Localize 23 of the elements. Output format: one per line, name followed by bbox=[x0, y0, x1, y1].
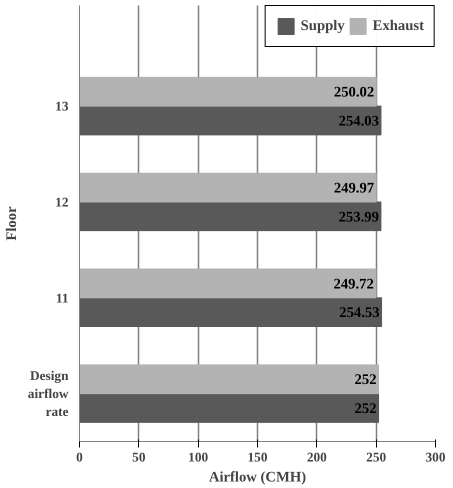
x-tick-label: 50 bbox=[132, 450, 146, 464]
data-label: 252 bbox=[354, 372, 377, 388]
data-label: 254.53 bbox=[339, 305, 380, 322]
y-tick-label: 11 bbox=[56, 290, 68, 306]
x-axis-title: Airflow (CMH) bbox=[208, 470, 306, 486]
data-label: 253.99 bbox=[338, 209, 379, 226]
y-tick-label: 13 bbox=[55, 98, 69, 114]
x-tick-label: 200 bbox=[306, 450, 328, 464]
x-tick-label: 0 bbox=[76, 450, 84, 464]
legend-label: Supply bbox=[300, 18, 345, 34]
data-label: 249.72 bbox=[334, 276, 374, 292]
y-axis-title: Floor bbox=[4, 206, 20, 241]
x-tick-label: 150 bbox=[248, 450, 268, 464]
x-tick-label: 250 bbox=[366, 450, 386, 464]
y-tick-label: Design airflow rate bbox=[28, 368, 70, 420]
x-tick-label: 300 bbox=[426, 450, 446, 464]
x-tick-label: 100 bbox=[188, 450, 208, 464]
legend-label: Exhaust bbox=[372, 18, 424, 34]
data-label: 250.02 bbox=[334, 84, 374, 101]
data-label: 254.03 bbox=[338, 113, 379, 130]
y-tick-label: 12 bbox=[55, 194, 69, 210]
data-label: 249.97 bbox=[334, 180, 374, 197]
data-label: 252 bbox=[354, 400, 377, 417]
